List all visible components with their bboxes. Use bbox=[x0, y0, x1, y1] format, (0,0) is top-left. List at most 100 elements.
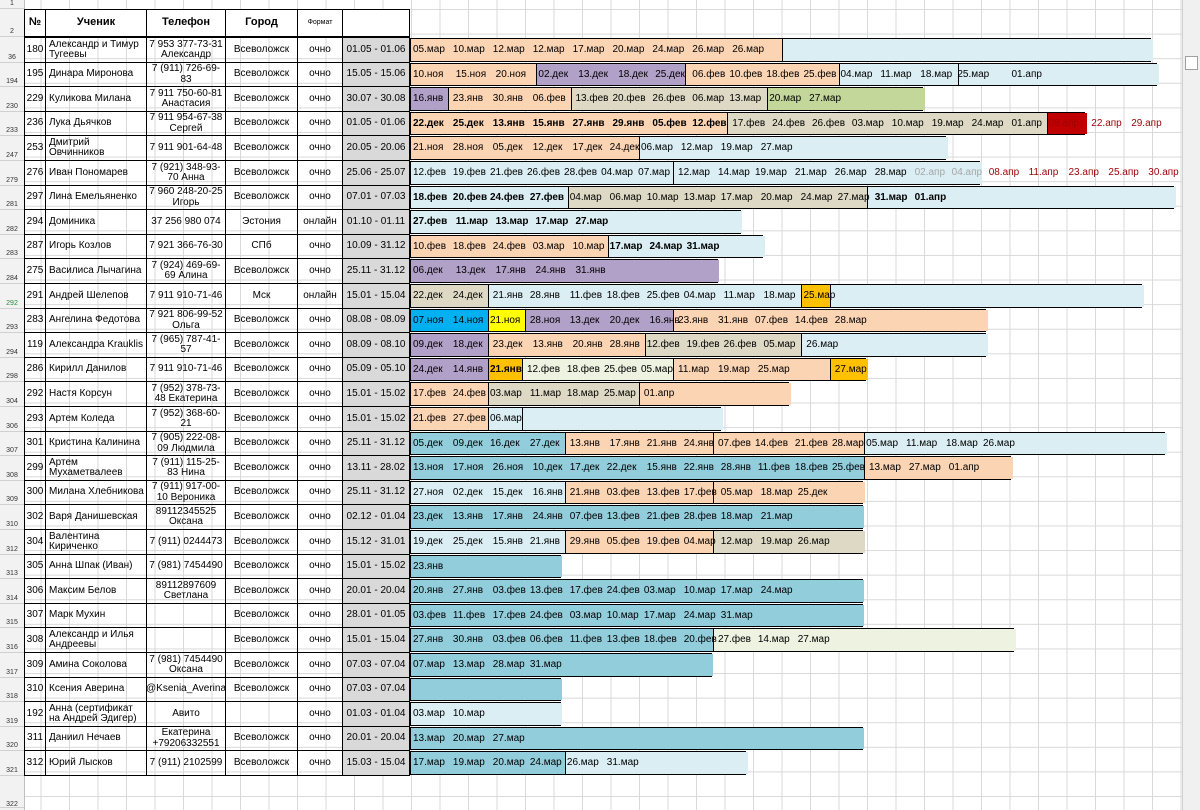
lesson-date[interactable]: 24.дек bbox=[413, 363, 443, 375]
lesson-date[interactable]: 07.фев bbox=[755, 314, 789, 326]
lesson-date[interactable]: 24.фев bbox=[489, 191, 525, 203]
cell-dates[interactable]: 08.08 - 08.09 bbox=[342, 308, 410, 333]
lesson-date[interactable]: 11.мар bbox=[529, 388, 562, 399]
row-number[interactable]: 316 bbox=[0, 627, 24, 653]
lesson-date[interactable]: 26.мар bbox=[732, 44, 765, 55]
cell-format[interactable]: очно bbox=[297, 111, 343, 136]
lesson-date[interactable]: 19.мар bbox=[452, 757, 485, 768]
lesson-date[interactable]: 19.дек bbox=[413, 536, 443, 547]
cell-student[interactable]: Лина Емельяненко bbox=[45, 185, 147, 210]
lesson-date[interactable]: 13.янв bbox=[452, 511, 484, 522]
lesson-date[interactable]: 27.мар bbox=[908, 462, 941, 473]
lesson-date[interactable]: 27.мар bbox=[834, 363, 867, 375]
lesson-date[interactable]: 31.мар bbox=[874, 191, 908, 203]
cell-phone[interactable]: 89112345525 Оксана bbox=[146, 504, 226, 530]
lesson-bar[interactable] bbox=[410, 136, 948, 160]
lesson-date[interactable]: 13.дек bbox=[578, 68, 608, 80]
lesson-date[interactable]: 12.фев bbox=[692, 117, 727, 129]
lesson-date[interactable]: 21.мар bbox=[794, 167, 827, 178]
lesson-date[interactable]: 29.янв bbox=[569, 536, 600, 547]
cell-student[interactable]: Юрий Лысков bbox=[45, 750, 147, 776]
lesson-date[interactable]: 02.дек bbox=[452, 486, 483, 498]
row-number[interactable]: 314 bbox=[0, 578, 24, 604]
cell-city[interactable]: Всеволожск bbox=[225, 332, 298, 358]
lesson-date[interactable]: 17.фев bbox=[492, 609, 526, 621]
cell-format[interactable]: очно bbox=[297, 677, 343, 702]
lesson-date[interactable]: 18.мар bbox=[763, 290, 796, 301]
lesson-date[interactable]: 17.мар bbox=[572, 44, 605, 55]
cell-dates[interactable]: 01.03 - 01.04 bbox=[342, 701, 410, 727]
cell-phone[interactable]: 7 (911) 115-25-83 Нина bbox=[146, 455, 226, 481]
lesson-date[interactable]: 08.апр bbox=[1048, 117, 1079, 129]
cell-city[interactable]: Всеволожск bbox=[225, 726, 298, 751]
lesson-date[interactable]: 12.фев bbox=[527, 363, 561, 375]
cell-dates[interactable]: 07.03 - 07.04 bbox=[342, 652, 410, 678]
lesson-date[interactable]: 04.мар bbox=[683, 536, 716, 547]
lesson-date[interactable]: 23.дек bbox=[413, 511, 443, 522]
lesson-date[interactable]: 03.фев bbox=[492, 634, 526, 645]
lesson-date[interactable]: 29.янв bbox=[612, 117, 645, 129]
cell-format[interactable]: очно bbox=[297, 701, 343, 727]
lesson-date[interactable]: 04.мар bbox=[683, 290, 716, 301]
lesson-date[interactable]: 13.фев bbox=[575, 93, 609, 104]
lesson-bar[interactable] bbox=[410, 579, 865, 603]
lesson-date[interactable]: 11.мар bbox=[723, 290, 755, 301]
lesson-date[interactable]: 24.дек bbox=[452, 290, 483, 301]
row-number[interactable]: 317 bbox=[0, 652, 24, 678]
cell-num[interactable]: 312 bbox=[24, 750, 46, 776]
cell-format[interactable]: очно bbox=[297, 750, 343, 776]
lesson-date[interactable]: 18.фев bbox=[606, 290, 640, 301]
lesson-date[interactable]: 17.фев bbox=[569, 585, 603, 596]
lesson-date[interactable]: 02.апр bbox=[914, 167, 946, 178]
header-city[interactable]: Город bbox=[225, 9, 298, 37]
cell-dates[interactable]: 20.01 - 20.04 bbox=[342, 578, 410, 604]
lesson-date[interactable]: 17.янв bbox=[495, 265, 526, 276]
cell-format[interactable]: очно bbox=[297, 406, 343, 432]
cell-city[interactable]: Мск bbox=[225, 283, 298, 309]
lesson-date[interactable]: 27.фев bbox=[452, 413, 486, 424]
lesson-date[interactable]: 16.дек bbox=[489, 437, 520, 449]
cell-dates[interactable]: 15.01 - 15.04 bbox=[342, 283, 410, 309]
cell-num[interactable]: 229 bbox=[24, 86, 46, 112]
lesson-date[interactable]: 11.фев bbox=[452, 609, 486, 621]
lesson-date[interactable]: 21.янв bbox=[569, 486, 600, 498]
cell-num[interactable]: 294 bbox=[24, 209, 46, 235]
row-number[interactable]: 320 bbox=[0, 726, 24, 751]
lesson-date[interactable]: 10.дек bbox=[532, 462, 563, 473]
lesson-date[interactable]: 16.янв bbox=[532, 486, 563, 498]
lesson-date[interactable]: 12.фев bbox=[413, 167, 447, 178]
lesson-date[interactable]: 20.дек bbox=[609, 314, 640, 326]
lesson-date[interactable]: 10.мар bbox=[452, 708, 485, 719]
cell-num[interactable]: 305 bbox=[24, 554, 46, 579]
cell-num[interactable]: 287 bbox=[24, 234, 46, 259]
lesson-bar[interactable] bbox=[410, 432, 1168, 455]
lesson-date[interactable]: 04.апр bbox=[951, 167, 983, 178]
lesson-date[interactable]: 18.фев bbox=[413, 191, 448, 203]
lesson-date[interactable]: 13.фев bbox=[606, 634, 640, 645]
lesson-date[interactable]: 01.апр bbox=[643, 388, 675, 399]
row-number[interactable]: 319 bbox=[0, 701, 24, 727]
lesson-date[interactable]: 11.мар bbox=[880, 68, 912, 80]
cell-city[interactable]: Всеволожск bbox=[225, 111, 298, 136]
lesson-date[interactable]: 13.фев bbox=[606, 511, 640, 522]
lesson-date[interactable]: 31.янв bbox=[575, 265, 606, 276]
row-number[interactable]: 2 bbox=[0, 9, 24, 37]
lesson-date[interactable]: 06.фев bbox=[532, 93, 566, 104]
cell-num[interactable]: 308 bbox=[24, 627, 46, 653]
lesson-date[interactable]: 20.янв bbox=[572, 339, 603, 350]
lesson-date[interactable]: 13.дек bbox=[455, 265, 486, 276]
cell-dates[interactable]: 07.01 - 07.03 bbox=[342, 185, 410, 210]
cell-student[interactable]: Кирилл Данилов bbox=[45, 357, 147, 382]
lesson-bar[interactable] bbox=[410, 38, 1153, 62]
lesson-bar[interactable] bbox=[410, 530, 866, 554]
row-number[interactable]: 312 bbox=[0, 529, 24, 555]
lesson-date[interactable]: 01.апр bbox=[1011, 117, 1042, 129]
lesson-date[interactable]: 16.янв bbox=[413, 93, 444, 104]
lesson-date[interactable]: 27.мар bbox=[837, 191, 870, 203]
cell-student[interactable]: Настя Корсун bbox=[45, 381, 147, 407]
cell-phone[interactable] bbox=[146, 603, 226, 628]
lesson-date[interactable]: 25.фев bbox=[646, 290, 680, 301]
lesson-date[interactable]: 18.фев bbox=[794, 462, 828, 473]
lesson-date[interactable]: 02.дек bbox=[538, 68, 569, 80]
cell-num[interactable]: 275 bbox=[24, 258, 46, 284]
